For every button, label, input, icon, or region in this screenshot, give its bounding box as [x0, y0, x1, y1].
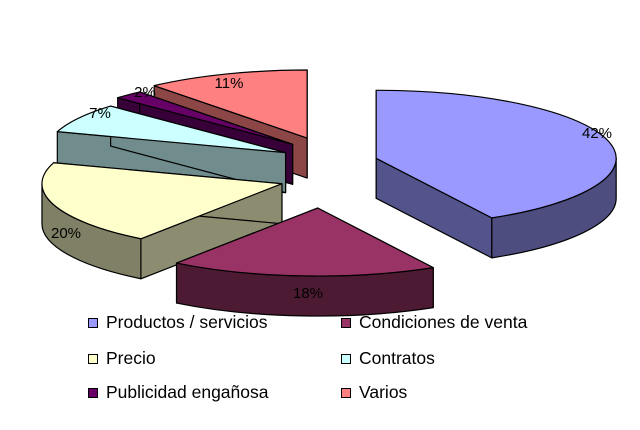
- legend-swatch: [88, 353, 98, 364]
- legend-label: Precio: [106, 348, 156, 368]
- pie-slices: [41, 69, 617, 317]
- data-label-2: 20%: [51, 225, 81, 242]
- legend-swatch: [341, 317, 351, 328]
- pie-slice-3: [56, 105, 287, 194]
- legend-swatch: [341, 387, 351, 398]
- legend-item-varios: Varios: [341, 382, 407, 403]
- legend-label: Varios: [359, 382, 408, 402]
- legend-item-condiciones-de-venta: Condiciones de venta: [341, 312, 527, 333]
- data-label-0: 42%: [582, 125, 612, 142]
- legend-swatch: [88, 387, 98, 398]
- data-label-1: 18%: [293, 285, 323, 302]
- legend-label: Productos / servicios: [106, 312, 268, 332]
- data-label-5: 11%: [215, 75, 244, 92]
- pie-slice-0: [375, 89, 617, 259]
- pie-percent-labels: 42% 18% 20% 7% 2% 11%: [51, 75, 612, 302]
- legend-item-contratos: Contratos: [341, 348, 435, 369]
- legend-swatch: [88, 317, 98, 328]
- legend-item-productos-servicios: Productos / servicios: [88, 312, 267, 333]
- legend-swatch: [341, 353, 351, 364]
- pie-slice-2: [41, 162, 283, 280]
- legend-label: Condiciones de venta: [359, 312, 528, 332]
- data-label-4: 2%: [134, 84, 156, 101]
- legend-item-precio: Precio: [88, 348, 156, 369]
- legend-item-publicidad-enganosa: Publicidad engañosa: [88, 382, 269, 403]
- legend-label: Contratos: [359, 348, 435, 368]
- legend-label: Publicidad engañosa: [106, 382, 269, 402]
- pie-slice-1: [175, 207, 434, 317]
- data-label-3: 7%: [89, 105, 111, 122]
